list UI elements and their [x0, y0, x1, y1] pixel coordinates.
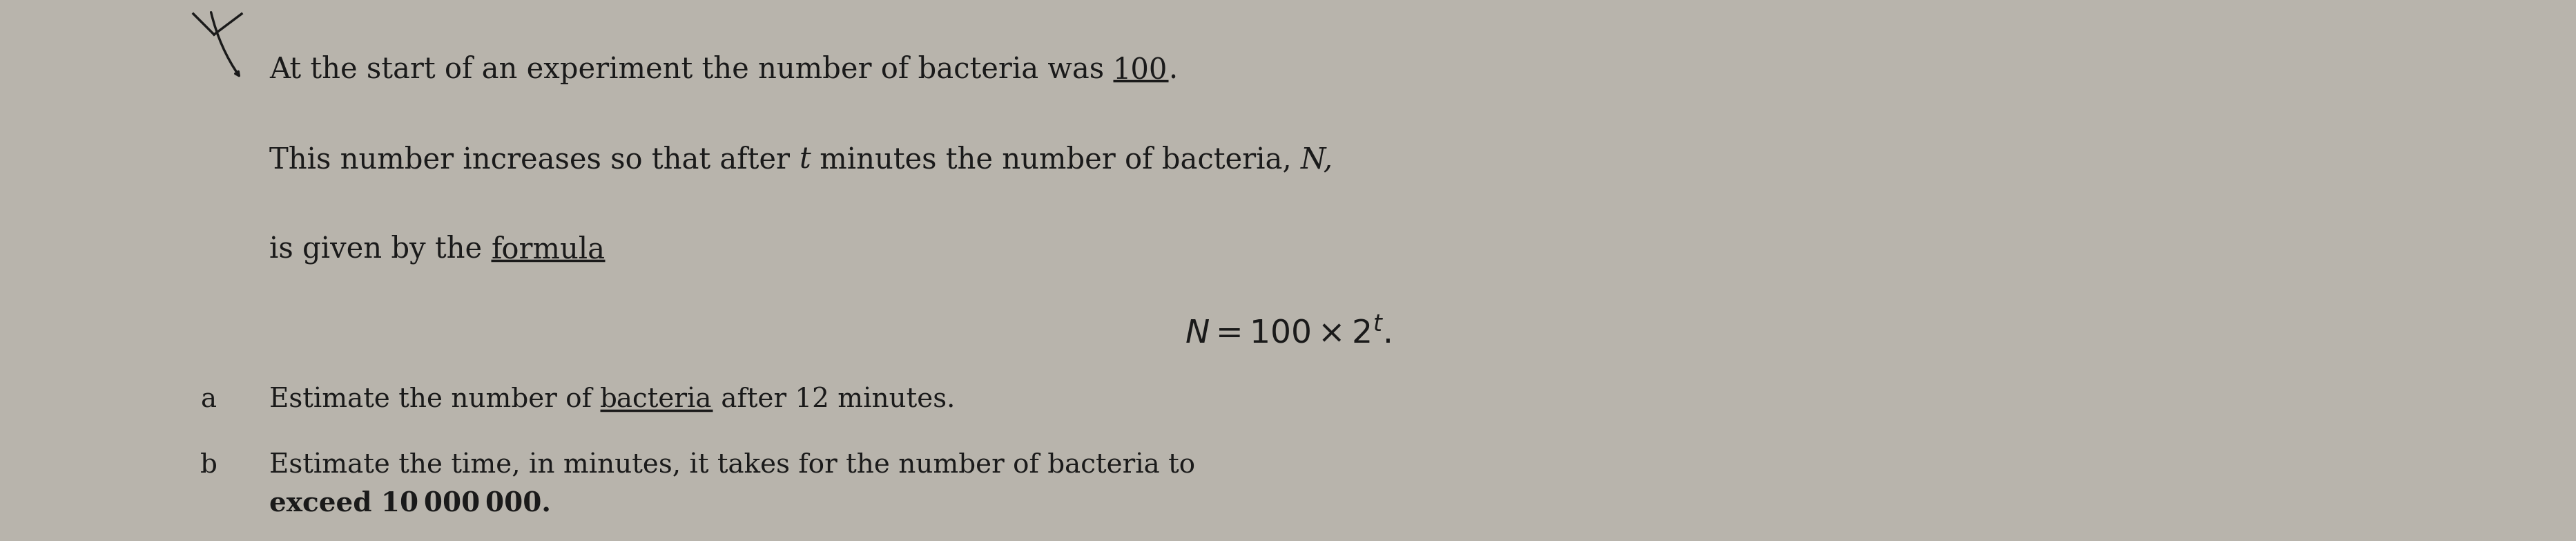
- Text: a: a: [201, 387, 216, 412]
- Text: minutes the number of bacteria,: minutes the number of bacteria,: [811, 145, 1301, 174]
- Text: At the start of an experiment the number of bacteria was: At the start of an experiment the number…: [270, 55, 1113, 84]
- Text: is given by the: is given by the: [270, 235, 492, 265]
- Text: Estimate the time, in minutes, it takes for the number of bacteria to: Estimate the time, in minutes, it takes …: [270, 453, 1195, 478]
- Text: .: .: [1167, 55, 1177, 84]
- Text: 100: 100: [1113, 55, 1167, 84]
- Text: t: t: [799, 145, 811, 174]
- Text: $N = 100 \times 2^t.$: $N = 100 \times 2^t.$: [1185, 318, 1391, 350]
- Text: Estimate the number of: Estimate the number of: [270, 387, 600, 412]
- Text: formula: formula: [492, 235, 605, 264]
- Text: N,: N,: [1301, 145, 1334, 174]
- Text: after 12 minutes.: after 12 minutes.: [714, 387, 956, 412]
- Text: exceed 10 000 000.: exceed 10 000 000.: [270, 491, 551, 517]
- Text: This number increases so that after: This number increases so that after: [270, 145, 799, 174]
- Text: bacteria: bacteria: [600, 387, 714, 412]
- Text: b: b: [201, 453, 216, 478]
